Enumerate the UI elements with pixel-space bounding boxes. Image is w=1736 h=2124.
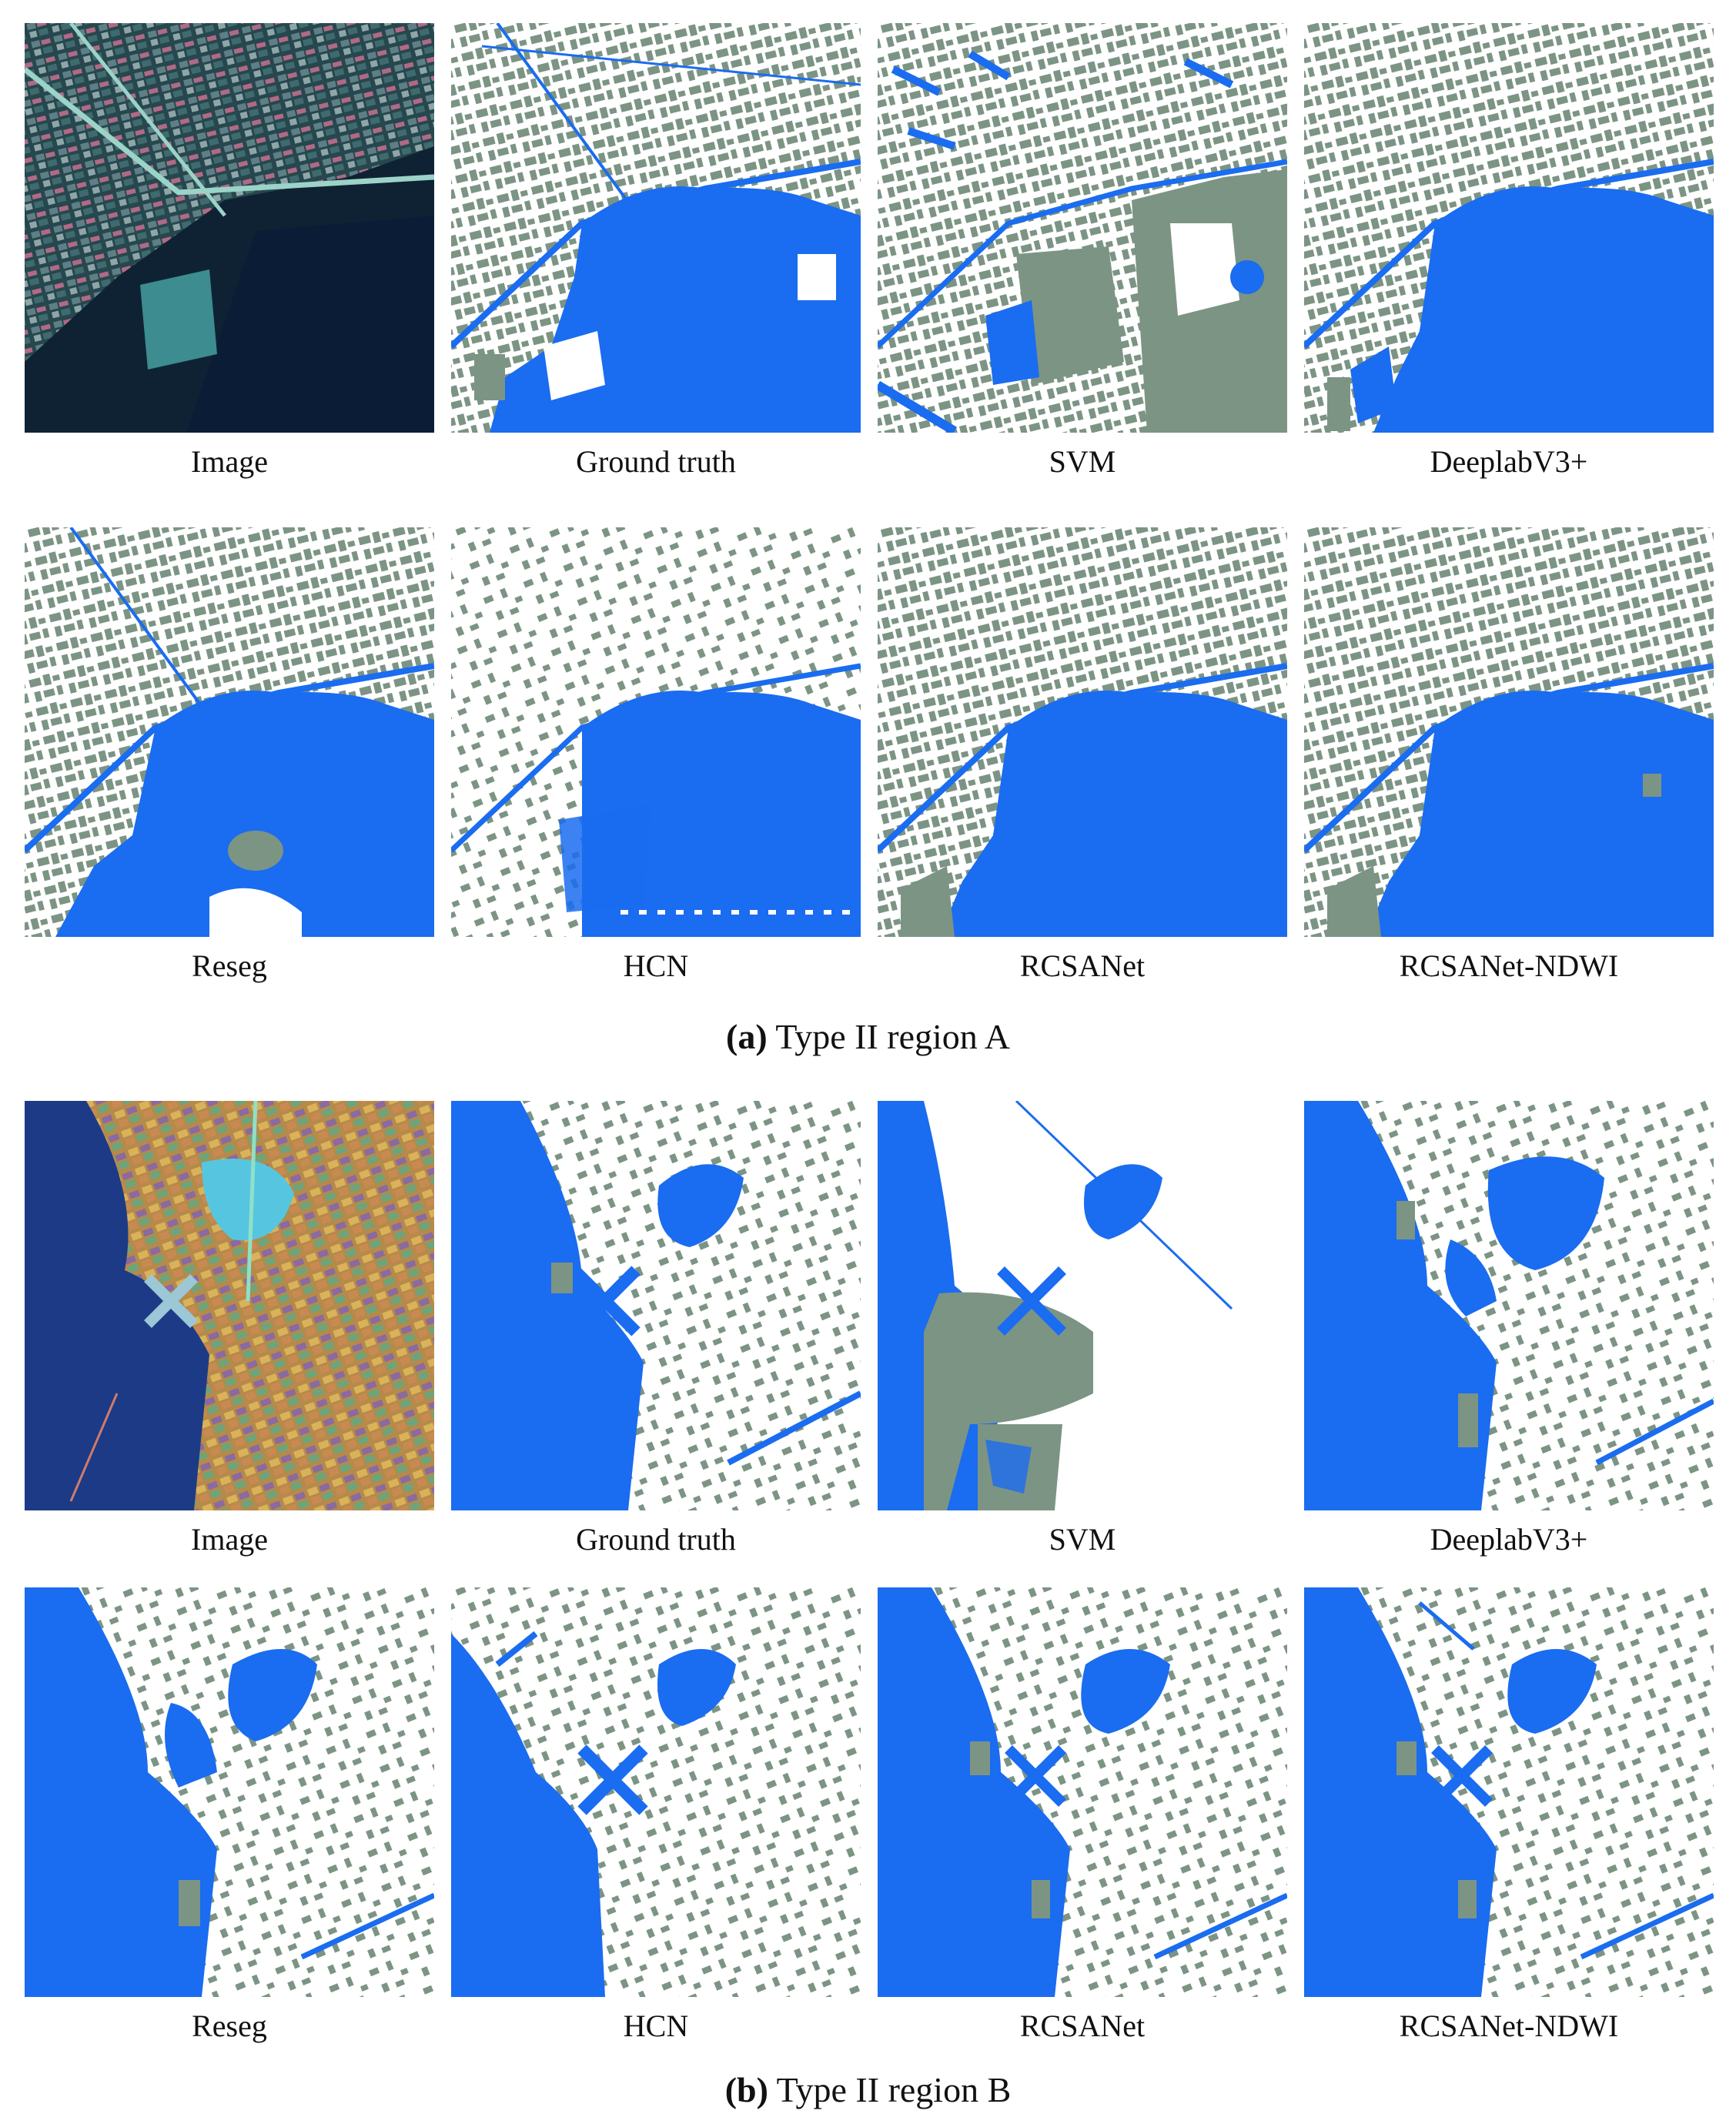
segmentation-map-panel (1304, 23, 1714, 433)
panel-label: Reseg (192, 948, 267, 983)
segmentation-map-panel (1304, 1587, 1714, 1997)
segmentation-map-panel (451, 527, 861, 937)
figure-section-b: Image Ground truth (0, 1078, 1736, 2124)
segmentation-map-panel (878, 23, 1287, 433)
caption-prefix: (a) (726, 1017, 768, 1056)
figure-caption: (b) Type II region B (0, 2071, 1736, 2109)
panel-label: DeeplabV3+ (1430, 1522, 1588, 1557)
segmentation-map-panel (878, 527, 1287, 937)
panel-label: DeeplabV3+ (1430, 444, 1588, 479)
panel-label: RCSANet (1019, 2009, 1146, 2043)
segmentation-map-panel (451, 1587, 861, 1997)
satellite-image-panel (25, 1101, 434, 1510)
segmentation-map-panel (1304, 527, 1714, 937)
panel-label: Image (191, 1522, 268, 1557)
panel-label: RCSANet (1019, 948, 1146, 983)
segmentation-map-panel (451, 23, 861, 433)
segmentation-map-panel (25, 1587, 434, 1997)
panel-label: RCSANet-NDWI (1399, 948, 1619, 983)
panel-label: Image (191, 444, 268, 479)
panel-label: HCN (623, 948, 689, 983)
caption-text: Type II region A (775, 1017, 1010, 1056)
panel-label: SVM (1049, 1522, 1116, 1557)
segmentation-map-panel (878, 1587, 1287, 1997)
panel-label: Ground truth (576, 444, 736, 479)
panel-label: Ground truth (576, 1522, 736, 1557)
panel-label: RCSANet-NDWI (1399, 2009, 1619, 2043)
panel-label: SVM (1049, 444, 1116, 479)
panel-label: HCN (623, 2009, 689, 2043)
satellite-image-panel (25, 23, 434, 433)
segmentation-map-panel (451, 1101, 861, 1510)
panel-label: Reseg (192, 2009, 267, 2043)
caption-prefix: (b) (724, 2070, 768, 2109)
segmentation-map-panel (1304, 1101, 1714, 1510)
segmentation-map-panel (878, 1101, 1287, 1510)
figure-section-a: Image Ground truth (0, 23, 1736, 1056)
segmentation-map-panel (25, 527, 434, 937)
caption-text: Type II region B (776, 2070, 1012, 2109)
figure-caption: (a) Type II region A (0, 1018, 1736, 1056)
